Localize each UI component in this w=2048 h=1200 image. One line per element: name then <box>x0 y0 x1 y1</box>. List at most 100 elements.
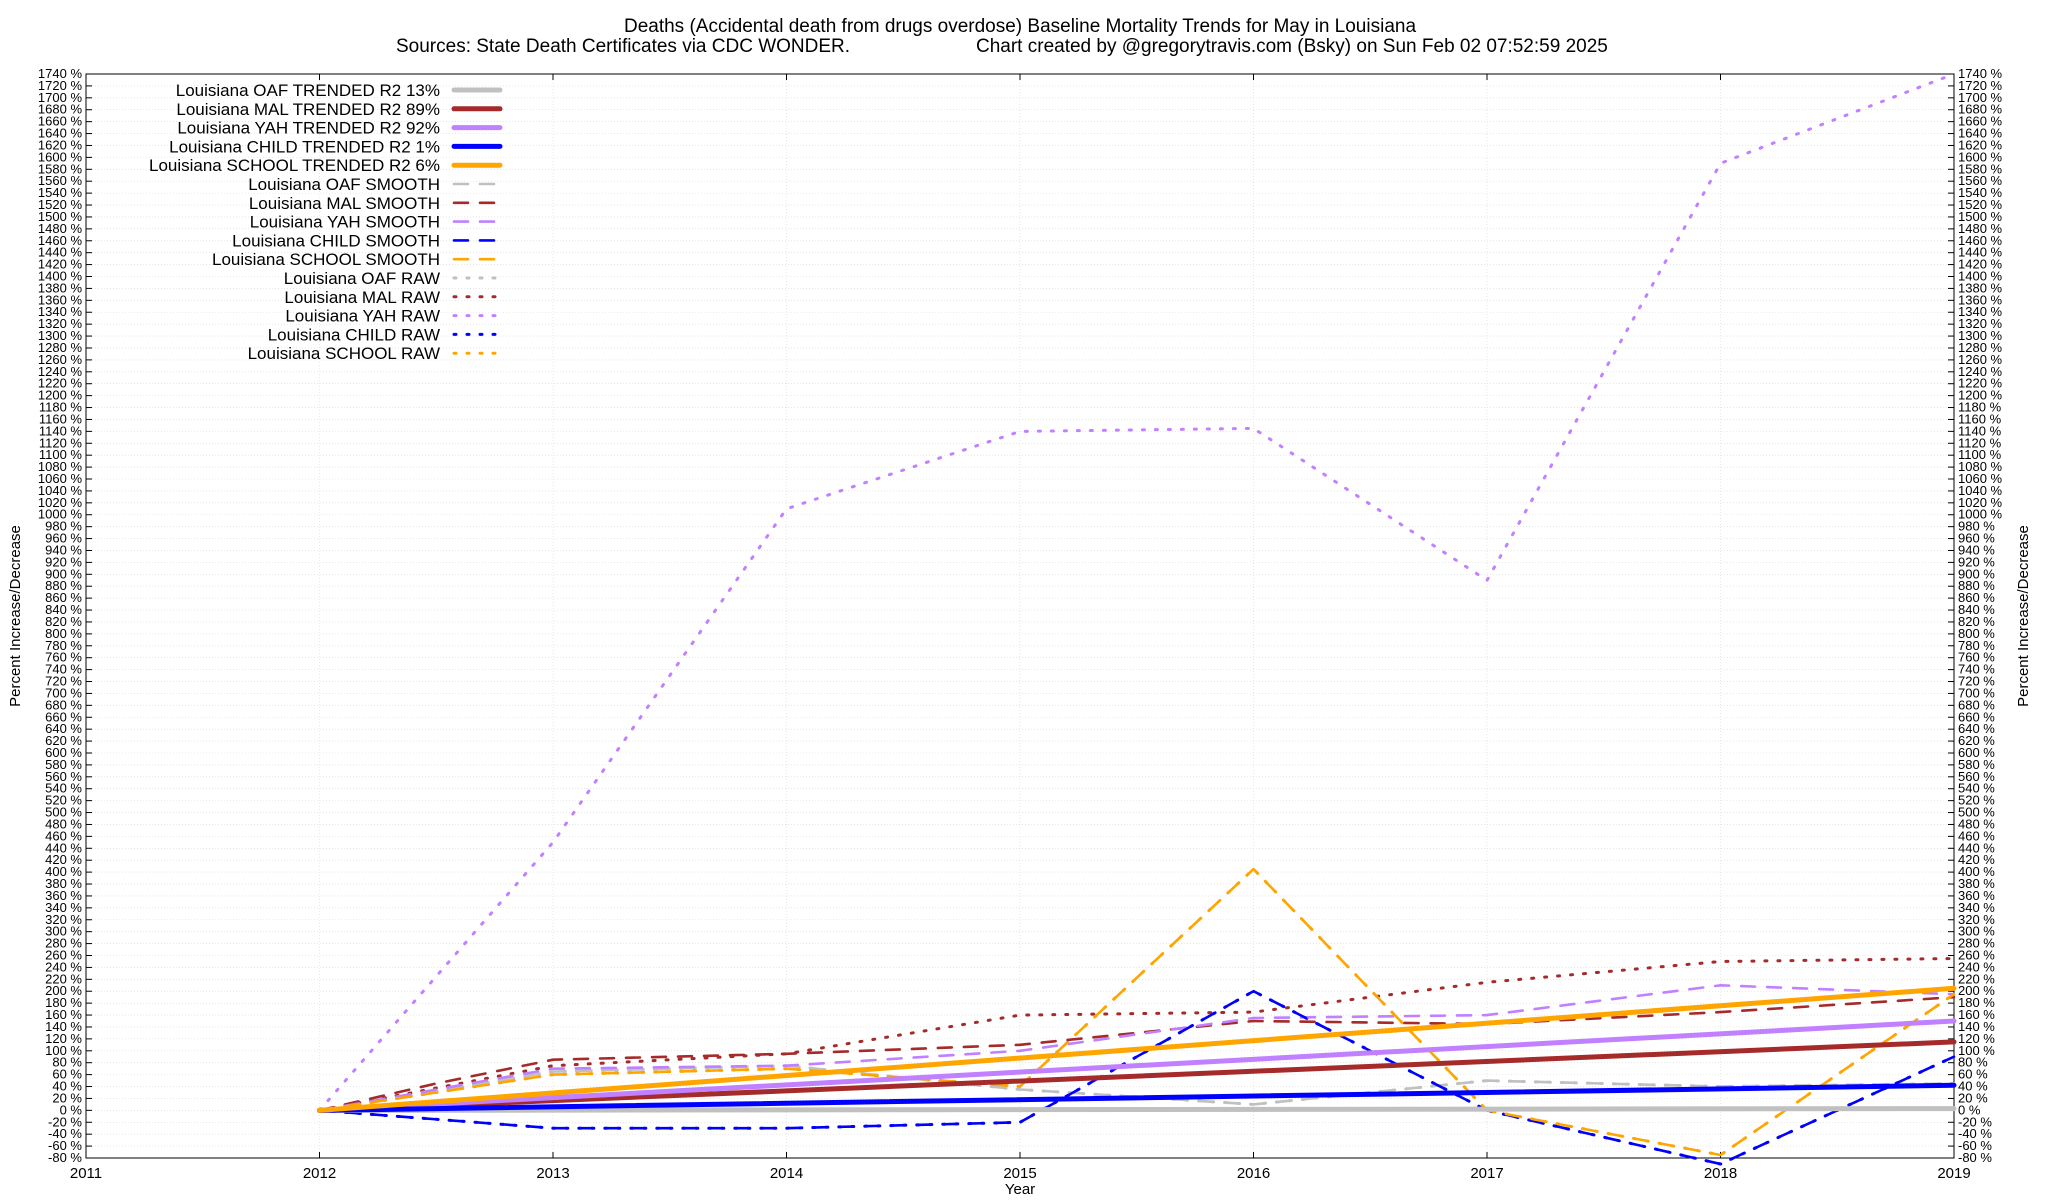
y-tick-label-left: 260 % <box>45 947 82 962</box>
y-tick-label-left: 500 % <box>45 805 82 820</box>
y-tick-label-right: 1620 % <box>1958 137 2003 152</box>
legend-label-6: Louisiana MAL SMOOTH <box>249 194 440 213</box>
chart-subtitle-left: Sources: State Death Certificates via CD… <box>396 36 850 57</box>
y-tick-label-right: -20 % <box>1958 1114 1992 1129</box>
y-tick-label-left: 460 % <box>45 828 82 843</box>
y-tick-label-left: 340 % <box>45 900 82 915</box>
series-line-6 <box>318 995 1956 1112</box>
y-tick-label-left: 20 % <box>52 1090 82 1105</box>
y-tick-label-left: 60 % <box>52 1067 82 1082</box>
legend-label-4: Louisiana SCHOOL TRENDED R2 6% <box>149 156 440 175</box>
y-tick-label-left: 540 % <box>45 781 82 796</box>
series-line-2 <box>317 1018 1957 1113</box>
y-tick-label-left: 480 % <box>45 816 82 831</box>
y-tick-label-right: 1460 % <box>1958 233 2003 248</box>
y-tick-label-left: 1520 % <box>38 197 83 212</box>
x-tick-label: 2012 <box>303 1165 336 1182</box>
y-tick-label-left: 920 % <box>45 554 82 569</box>
y-tick-label-right: 100 % <box>1958 1043 1995 1058</box>
y-tick-label-left: 1700 % <box>38 90 83 105</box>
y-tick-label-left: 1540 % <box>38 185 83 200</box>
y-tick-label-left: 1140 % <box>39 423 83 438</box>
y-tick-label-right: 260 % <box>1958 947 1995 962</box>
y-tick-label-right: 720 % <box>1958 674 1995 689</box>
y-tick-label-right: 400 % <box>1958 864 1995 879</box>
y-tick-label-right: 1340 % <box>1958 304 2003 319</box>
x-tick-label: 2014 <box>770 1165 803 1182</box>
y-tick-label-left: 1160 % <box>39 411 83 426</box>
y-tick-label-left: 1480 % <box>38 221 83 236</box>
y-tick-label-left: 420 % <box>45 852 82 867</box>
y-tick-label-left: 1260 % <box>38 352 83 367</box>
y-tick-label-left: 1560 % <box>38 173 83 188</box>
y-tick-label-left: 100 % <box>45 1043 82 1058</box>
y-tick-label-left: -80 % <box>48 1150 82 1165</box>
y-tick-label-right: 1700 % <box>1958 90 2003 105</box>
y-tick-label-right: -40 % <box>1958 1126 1992 1141</box>
y-tick-label-left: 1300 % <box>38 328 83 343</box>
y-tick-label-right: 380 % <box>1958 876 1995 891</box>
y-tick-label-left: 1240 % <box>38 364 83 379</box>
y-tick-label-left: 180 % <box>45 995 82 1010</box>
legend-label-2: Louisiana YAH TRENDED R2 92% <box>177 119 440 138</box>
y-tick-label-right: 700 % <box>1958 685 1995 700</box>
y-tick-label-right: 840 % <box>1958 602 1995 617</box>
y-tick-label-right: 1660 % <box>1958 114 2003 129</box>
y-tick-label-left: 660 % <box>45 709 82 724</box>
y-tick-label-right: 140 % <box>1958 1019 1995 1034</box>
series-line-12 <box>318 72 1956 1112</box>
y-tick-label-right: 160 % <box>1958 1007 1995 1022</box>
y-tick-label-right: 280 % <box>1958 936 1995 951</box>
y-tick-label-right: 780 % <box>1958 638 1995 653</box>
legend-label-9: Louisiana SCHOOL SMOOTH <box>212 250 440 269</box>
y-tick-label-right: 640 % <box>1958 721 1995 736</box>
y-tick-label-right: -80 % <box>1958 1150 1992 1165</box>
y-tick-label-right: 1280 % <box>1958 340 2003 355</box>
x-tick-label: 2019 <box>1937 1165 1970 1182</box>
y-tick-label-right: 120 % <box>1958 1031 1995 1046</box>
series-line-9 <box>318 867 1956 1157</box>
y-tick-label-right: 520 % <box>1958 793 1995 808</box>
legend: Louisiana OAF TRENDED R2 13%Louisiana MA… <box>149 81 503 363</box>
y-tick-label-right: 1220 % <box>1958 376 2003 391</box>
y-tick-label-right: 340 % <box>1958 900 1995 915</box>
y-tick-label-left: -40 % <box>48 1126 82 1141</box>
y-tick-label-right: 440 % <box>1958 840 1995 855</box>
grid <box>85 73 1955 1159</box>
y-tick-label-left: 1080 % <box>38 459 83 474</box>
y-tick-label-left: 280 % <box>45 936 82 951</box>
y-tick-label-left: 620 % <box>45 733 82 748</box>
y-tick-label-left: 640 % <box>45 721 82 736</box>
y-tick-label-right: 1400 % <box>1958 269 2003 284</box>
y-tick-label-left: 600 % <box>45 745 82 760</box>
y-tick-label-left: 880 % <box>45 578 82 593</box>
y-tick-label-right: 1040 % <box>1958 483 2003 498</box>
y-tick-label-left: 1400 % <box>38 269 83 284</box>
y-tick-label-right: 0 % <box>1958 1102 1981 1117</box>
series-layer <box>317 72 1957 1166</box>
y-tick-label-left: 1340 % <box>38 304 83 319</box>
y-tick-label-left: 300 % <box>45 924 82 939</box>
y-tick-label-right: 1380 % <box>1958 280 2003 295</box>
y-tick-label-left: 1120 % <box>39 435 83 450</box>
y-tick-label-left: 840 % <box>45 602 82 617</box>
y-tick-label-right: 1520 % <box>1958 197 2003 212</box>
y-tick-label-right: 1560 % <box>1958 173 2003 188</box>
y-tick-label-left: 0 % <box>60 1102 83 1117</box>
y-tick-label-right: 200 % <box>1958 983 1995 998</box>
y-tick-label-right: 420 % <box>1958 852 1995 867</box>
y-tick-label-right: 1060 % <box>1958 471 2003 486</box>
y-tick-label-right: 920 % <box>1958 554 1995 569</box>
y-tick-label-left: 140 % <box>45 1019 82 1034</box>
y-axis-label-right: Percent Increase/Decrease <box>2015 525 2032 707</box>
y-tick-label-left: 1740 % <box>38 66 83 81</box>
y-axis-right: -80 %-60 %-40 %-20 %0 %20 %40 %60 %80 %1… <box>1948 66 2003 1165</box>
y-tick-label-left: 800 % <box>45 626 82 641</box>
y-tick-label-left: 220 % <box>45 971 82 986</box>
legend-label-12: Louisiana YAH RAW <box>285 307 440 326</box>
y-tick-label-left: 1320 % <box>38 316 83 331</box>
legend-label-7: Louisiana YAH SMOOTH <box>250 213 440 232</box>
y-tick-label-left: 40 % <box>52 1079 82 1094</box>
y-tick-label-left: 1280 % <box>38 340 83 355</box>
y-tick-label-right: 820 % <box>1958 614 1995 629</box>
